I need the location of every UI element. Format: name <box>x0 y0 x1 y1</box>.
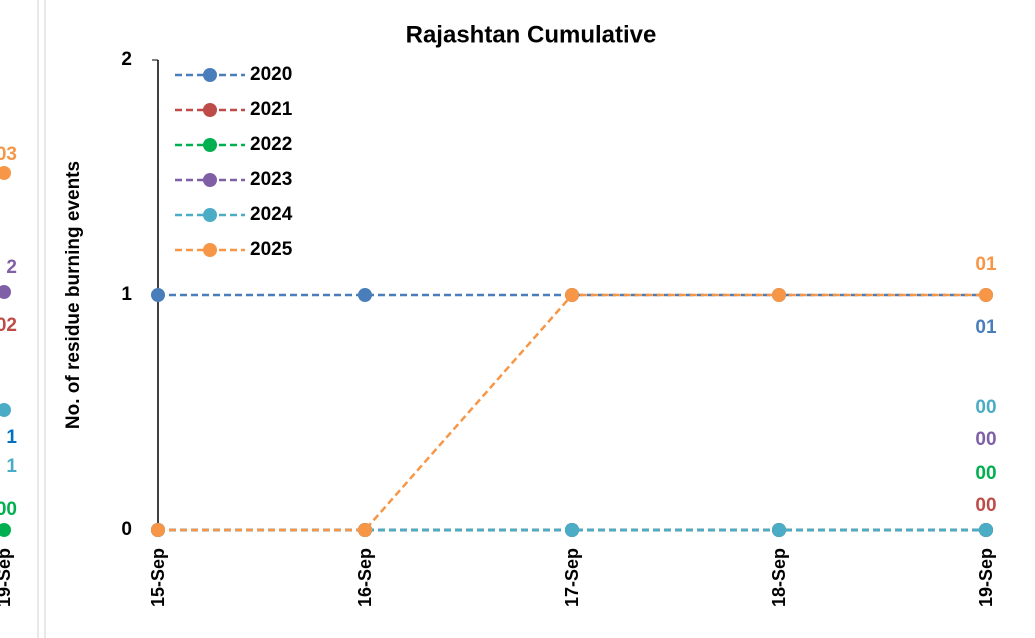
x-tick-label: 16-Sep <box>355 548 375 607</box>
fragment-label: 00 <box>0 499 17 520</box>
fragment-label: 2 <box>6 257 17 278</box>
legend-label: 2025 <box>250 239 293 260</box>
legend-marker <box>203 138 217 152</box>
legend-marker <box>203 103 217 117</box>
series-point <box>151 288 165 302</box>
legend-marker <box>203 173 217 187</box>
value-label: 01 <box>975 317 997 338</box>
legend-label: 2022 <box>250 134 292 155</box>
x-tick-label: 17-Sep <box>562 548 582 607</box>
fragment-point <box>0 523 11 537</box>
series-point <box>565 288 579 302</box>
series-point <box>979 523 993 537</box>
series-point <box>358 523 372 537</box>
x-tick-label: 18-Sep <box>769 548 789 607</box>
y-tick-label: 2 <box>121 49 132 70</box>
fragment-point <box>0 166 11 180</box>
series-point <box>772 523 786 537</box>
y-tick-label: 0 <box>121 519 132 540</box>
fragment-label: 03 <box>0 144 17 165</box>
x-tick-label: 15-Sep <box>148 548 168 607</box>
value-label: 00 <box>975 397 996 418</box>
series-point <box>565 523 579 537</box>
legend-label: 2024 <box>250 204 293 225</box>
y-tick-label: 1 <box>121 284 132 305</box>
value-label: 01 <box>975 254 997 275</box>
x-tick-label: 19-Sep <box>976 548 996 607</box>
series-point <box>151 523 165 537</box>
legend-label: 2021 <box>250 99 293 120</box>
legend-marker <box>203 68 217 82</box>
fragment-label: 1 <box>6 427 17 448</box>
value-label: 00 <box>975 463 996 484</box>
fragment-label: 1 <box>6 456 17 477</box>
fragment-point <box>0 285 11 299</box>
legend-label: 2023 <box>250 169 292 190</box>
value-label: 00 <box>975 429 996 450</box>
y-axis-label: No. of residue burning events <box>63 161 84 429</box>
legend-label: 2020 <box>250 64 292 85</box>
fragment-point <box>0 403 11 417</box>
fragment-category: 19-Sep <box>0 548 14 607</box>
legend-marker <box>203 243 217 257</box>
value-label: 00 <box>975 495 996 516</box>
legend-marker <box>203 208 217 222</box>
chart-title: Rajashtan Cumulative <box>406 21 657 48</box>
series-point <box>979 288 993 302</box>
series-point <box>772 288 786 302</box>
series-point <box>358 288 372 302</box>
fragment-label: 02 <box>0 315 17 336</box>
